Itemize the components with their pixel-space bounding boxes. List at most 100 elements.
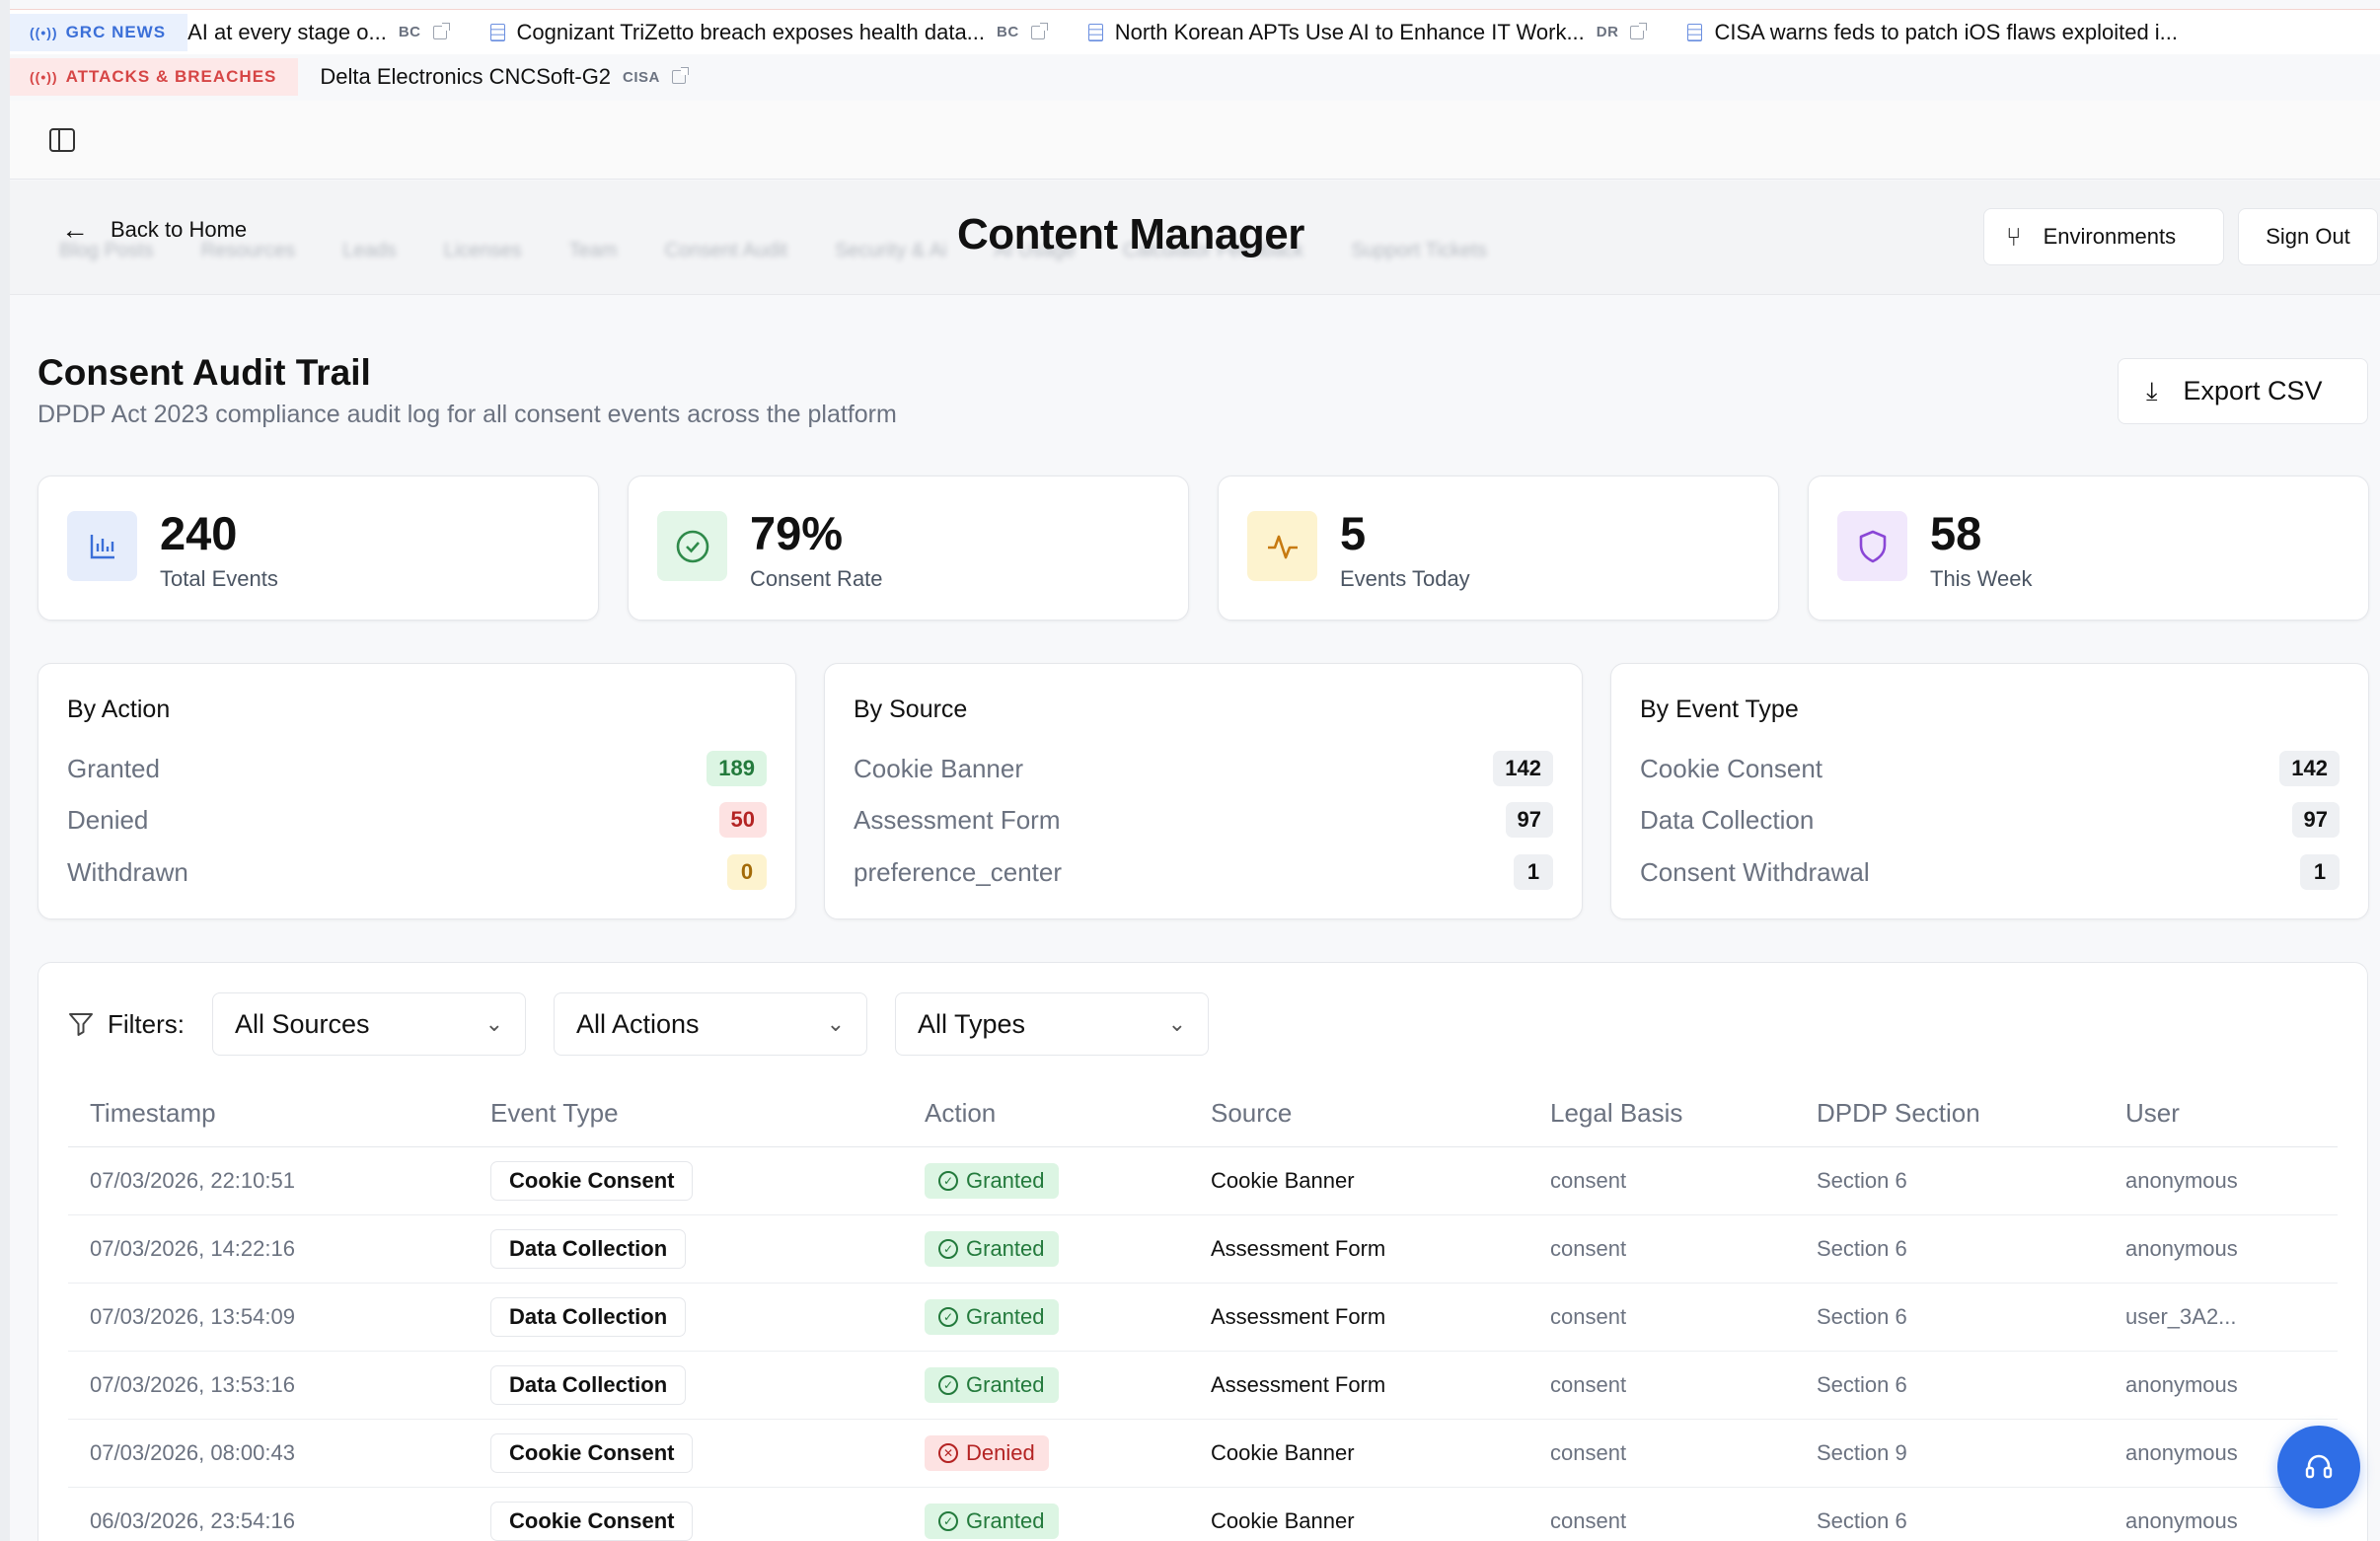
grc-news-tag: ((•)) GRC NEWS	[10, 13, 188, 51]
page-header: Blog Posts Resources Leads Licenses Team…	[10, 181, 2380, 295]
radio-icon: ((•))	[30, 69, 58, 85]
blurred-nav: Blog Posts Resources Leads Licenses Team…	[59, 240, 1487, 262]
column-header[interactable]: Action	[903, 1081, 1189, 1147]
external-link-icon[interactable]	[1030, 22, 1048, 39]
sidebar-toggle-icon[interactable]	[49, 128, 75, 152]
column-header[interactable]: Source	[1189, 1081, 1528, 1147]
chevron-down-icon: ⌄	[826, 1011, 845, 1036]
event-type-badge: Cookie Consent	[490, 1501, 694, 1541]
breakdown-row: Denied 50	[67, 800, 767, 840]
shield-icon	[1837, 511, 1907, 581]
event-type-cell: Cookie Consent	[469, 1487, 903, 1541]
breakdown-row: Granted 189	[67, 749, 767, 788]
column-header[interactable]: Event Type	[469, 1081, 903, 1147]
headset-icon	[2305, 1454, 2333, 1479]
user-cell: anonymous	[2104, 1351, 2338, 1420]
table-row[interactable]: 07/03/2026, 08:00:43 Cookie Consent ✕ Denie…	[68, 1419, 2338, 1488]
environments-button[interactable]: ⑂ Environments	[1983, 208, 2224, 265]
count-badge: 142	[2279, 751, 2340, 786]
external-link-icon[interactable]	[432, 22, 450, 39]
count-badge: 97	[1505, 802, 1553, 838]
breakdown-row: Assessment Form 97	[854, 800, 1553, 840]
activity-icon	[1247, 511, 1317, 581]
by-source-card: By Source Cookie Banner 142 Assessment F…	[824, 663, 1583, 919]
check-circle-icon	[657, 511, 727, 581]
timestamp-cell: 07/03/2026, 22:10:51	[68, 1146, 469, 1215]
user-cell: anonymous	[2104, 1146, 2338, 1215]
timestamp-cell: 07/03/2026, 14:22:16	[68, 1214, 469, 1284]
legal-basis-cell: consent	[1528, 1214, 1795, 1284]
check-circle-icon: ✓	[938, 1170, 958, 1191]
source-cell: Assessment Form	[1189, 1283, 1528, 1352]
bar-chart-icon	[67, 511, 137, 581]
timestamp-cell: 07/03/2026, 13:54:09	[68, 1283, 469, 1352]
chevron-down-icon: ⌄	[484, 1011, 503, 1036]
blurred-nav-item: Consent Audit	[664, 240, 788, 261]
table-row[interactable]: 06/03/2026, 23:54:16 Cookie Consent ✓ Grant…	[68, 1487, 2338, 1541]
action-filter-select[interactable]: All Actions ⌄	[554, 992, 867, 1056]
count-badge: 1	[1514, 854, 1553, 890]
action-badge: ✕ Denied	[925, 1434, 1049, 1471]
breakdown-row: preference_center 1	[854, 852, 1553, 892]
support-chat-button[interactable]	[2277, 1426, 2360, 1508]
dpdp-section-cell: Section 6	[1795, 1283, 2104, 1352]
news-item[interactable]: North Korean APTs Use AI to Enhance IT W…	[1067, 20, 1667, 45]
stat-card-total-events: 240 Total Events	[37, 476, 599, 621]
back-to-home-button[interactable]: ← Back to Home	[61, 214, 248, 245]
column-header[interactable]: DPDP Section	[1795, 1081, 2104, 1147]
action-badge: ✓ Granted	[925, 1230, 1059, 1267]
action-cell: ✓ Granted	[903, 1146, 1189, 1215]
source-cell: Assessment Form	[1189, 1214, 1528, 1284]
action-cell: ✓ Granted	[903, 1283, 1189, 1352]
audit-table: Timestamp Event Type Action Source Legal…	[68, 1081, 2338, 1541]
arrow-left-icon: ←	[61, 214, 89, 245]
news-item[interactable]: CISA warns feds to patch iOS flaws explo…	[1666, 20, 2199, 45]
table-row[interactable]: 07/03/2026, 13:54:09 Data Collection ✓ Gran…	[68, 1283, 2338, 1352]
event-type-badge: Cookie Consent	[490, 1160, 694, 1201]
attack-item[interactable]: Delta Electronics CNCSoft-G2 CISA	[298, 64, 707, 90]
dpdp-section-cell: Section 6	[1795, 1351, 2104, 1420]
external-link-icon[interactable]	[671, 67, 689, 84]
export-csv-button[interactable]: ⤓ Export CSV	[2118, 358, 2368, 424]
external-link-icon[interactable]	[1630, 22, 1648, 39]
breakdown-row: Withdrawn 0	[67, 852, 767, 892]
sign-out-button[interactable]: Sign Out	[2238, 208, 2378, 265]
event-type-badge: Cookie Consent	[490, 1432, 694, 1473]
source-filter-select[interactable]: All Sources ⌄	[212, 992, 526, 1056]
count-badge: 50	[718, 802, 767, 838]
user-cell: anonymous	[2104, 1214, 2338, 1284]
event-type-cell: Cookie Consent	[469, 1146, 903, 1215]
breakdown-row: Consent Withdrawal 1	[1640, 852, 2340, 892]
count-badge: 97	[2291, 802, 2340, 838]
dpdp-section-cell: Section 9	[1795, 1419, 2104, 1488]
event-type-cell: Data Collection	[469, 1283, 903, 1352]
legal-basis-cell: consent	[1528, 1351, 1795, 1420]
blurred-nav-item: Licenses	[443, 240, 522, 261]
dpdp-section-cell: Section 6	[1795, 1214, 2104, 1284]
filter-icon	[69, 1013, 93, 1036]
action-cell: ✕ Denied	[903, 1419, 1189, 1488]
download-icon: ⤓	[2146, 375, 2158, 405]
type-filter-select[interactable]: All Types ⌄	[895, 992, 1209, 1056]
legal-basis-cell: consent	[1528, 1146, 1795, 1215]
table-row[interactable]: 07/03/2026, 22:10:51 Cookie Consent ✓ Grant…	[68, 1146, 2338, 1215]
chevron-down-icon: ⌄	[1167, 1011, 1186, 1036]
news-item[interactable]: AI at every stage o... BC	[187, 20, 468, 45]
attacks-ticker: ((•)) ATTACKS & BREACHES Delta Electroni…	[10, 54, 2380, 100]
section-subtitle: DPDP Act 2023 compliance audit log for a…	[37, 401, 897, 428]
count-badge: 142	[1493, 751, 1553, 786]
column-header[interactable]: User	[2104, 1081, 2338, 1147]
news-item[interactable]: Cognizant TriZetto breach exposes health…	[469, 20, 1067, 45]
table-row[interactable]: 07/03/2026, 13:53:16 Data Collection ✓ Gran…	[68, 1351, 2338, 1420]
breakdown-row: Cookie Consent 142	[1640, 749, 2340, 788]
radio-icon: ((•))	[30, 24, 58, 40]
blurred-nav-item: AI Usage	[994, 240, 1076, 261]
table-row[interactable]: 07/03/2026, 14:22:16 Data Collection ✓ Gran…	[68, 1214, 2338, 1284]
column-header[interactable]: Legal Basis	[1528, 1081, 1795, 1147]
source-cell: Cookie Banner	[1189, 1419, 1528, 1488]
x-circle-icon: ✕	[938, 1442, 958, 1463]
check-circle-icon: ✓	[938, 1510, 958, 1531]
blurred-nav-item: Support Tickets	[1351, 240, 1488, 261]
column-header[interactable]: Timestamp	[68, 1081, 469, 1147]
action-badge: ✓ Granted	[925, 1503, 1059, 1539]
